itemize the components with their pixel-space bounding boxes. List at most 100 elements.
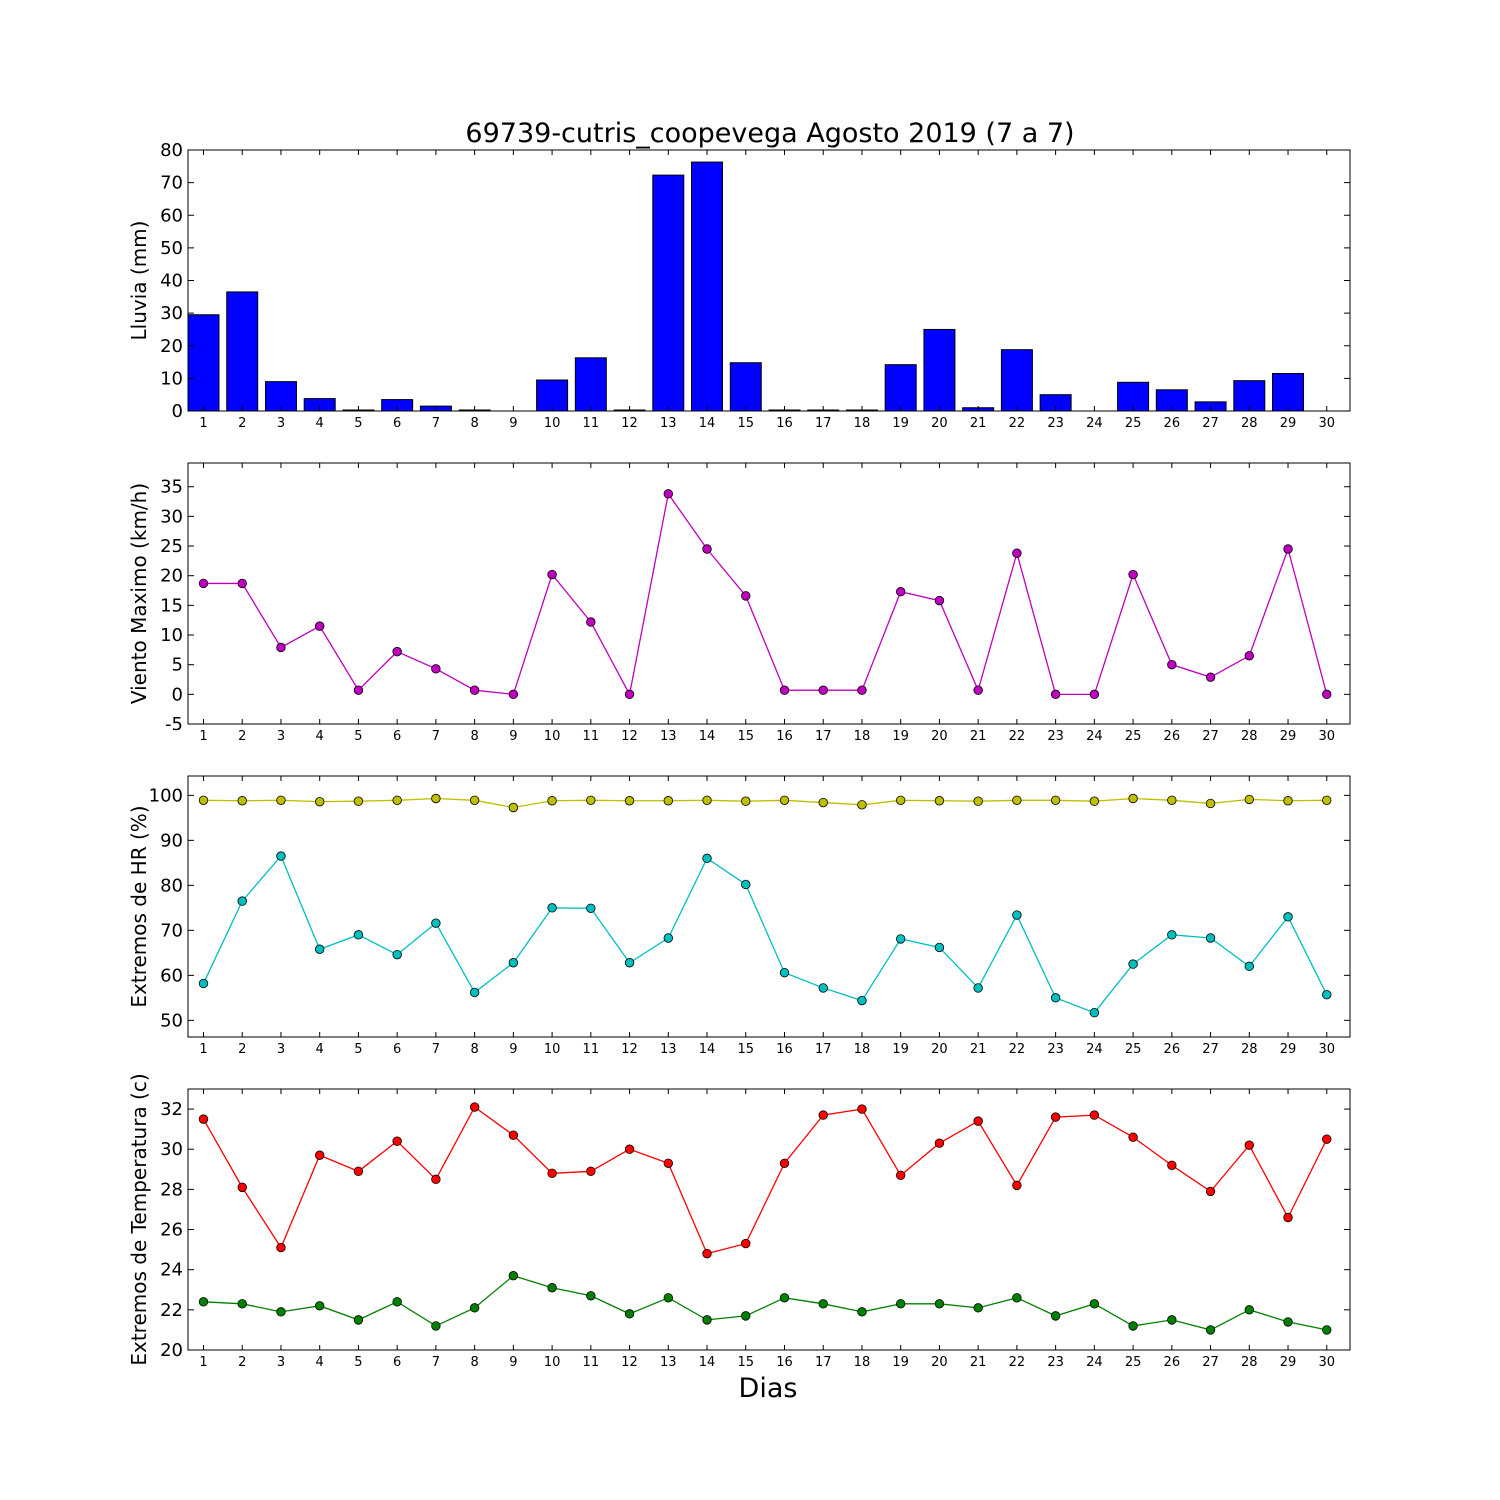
series-1-point-day-29: [1283, 1212, 1293, 1223]
x-tick-label: 1: [199, 1355, 207, 1370]
series-1-point-day-22: [1012, 548, 1022, 558]
series-1-point-day-15: [741, 1238, 751, 1249]
series-2-point-day-19: [895, 934, 906, 944]
series-1-point-day-16: [779, 685, 790, 695]
x-tick-label: 20: [931, 1042, 948, 1057]
x-tick-label: 29: [1280, 729, 1297, 744]
x-tick-label: 5: [354, 1355, 362, 1370]
series-1-point-day-26: [1167, 659, 1177, 670]
x-tick-label: 4: [316, 1042, 324, 1057]
series-1-point-day-12: [624, 689, 635, 700]
y-tick-label: 24: [160, 1260, 183, 1281]
series-2-point-day-8: [469, 987, 480, 998]
y-tick-label: 20: [160, 566, 183, 587]
bar-day-11: [574, 357, 607, 412]
x-tick-label: 3: [277, 1042, 285, 1057]
series-2-point-day-6: [392, 949, 402, 960]
x-tick-label: 1: [199, 416, 207, 431]
series-1-point-day-18: [857, 685, 867, 695]
series-2-point-day-21: [973, 983, 983, 993]
x-tick-label: 27: [1202, 416, 1219, 431]
y-tick-label: 0: [172, 401, 183, 422]
x-tick-label: 8: [470, 416, 478, 431]
x-tick-label: 19: [892, 1355, 909, 1370]
y-tick-label: 30: [160, 303, 183, 324]
series-1-point-day-18: [857, 1104, 867, 1114]
y-tick-label: 22: [160, 1300, 183, 1321]
x-tick-label: 6: [393, 1355, 401, 1370]
series-1-line: [203, 797, 1327, 809]
x-tick-label: 8: [470, 729, 478, 744]
x-tick-label: 11: [583, 1355, 600, 1370]
series-1-point-day-30: [1322, 1134, 1332, 1144]
x-tick-label: 23: [1047, 416, 1064, 431]
series-1-point-day-20: [934, 796, 945, 806]
series-2-point-day-22: [1012, 910, 1022, 920]
x-tick-label: 3: [277, 729, 285, 744]
y-tick-label: 20: [160, 1340, 183, 1361]
series-1-point-day-27: [1205, 798, 1216, 809]
series-1-point-day-14: [702, 1248, 712, 1259]
series-2-point-day-28: [1244, 1305, 1254, 1315]
series-1-point-day-12: [624, 1144, 635, 1154]
series-1-line: [203, 492, 1328, 697]
series-1-point-day-20: [934, 1138, 945, 1148]
series-2-point-day-12: [624, 1309, 635, 1319]
series-1-point-day-2: [237, 1182, 247, 1193]
series-1-point-day-14: [702, 795, 712, 806]
series-2-point-day-8: [469, 1303, 480, 1313]
x-tick-label: 14: [699, 416, 716, 431]
series-1-point-day-13: [663, 1158, 673, 1168]
x-tick-label: 24: [1086, 1042, 1103, 1057]
bar-day-25: [1117, 381, 1150, 412]
series-2-point-day-18: [857, 995, 867, 1006]
subplot-1: 1 2 3 4 5 6 7 8 9 10 11 12 13 14 15 16 17 18 19 20 21 22 23 24 2…: [127, 140, 1351, 431]
series-1-point-day-19: [895, 1170, 906, 1181]
y-tick-label: 60: [160, 965, 183, 986]
series-1-point-day-10: [547, 1168, 557, 1179]
y-axis-label: Lluvia (mm): [127, 221, 151, 341]
series-1-point-day-27: [1205, 1186, 1216, 1197]
x-tick-label: 12: [621, 416, 638, 431]
series-2-point-day-29: [1283, 1317, 1293, 1327]
series-1-point-day-8: [469, 1102, 480, 1112]
x-tick-label: 26: [1164, 1355, 1181, 1370]
x-tick-label: 14: [699, 1355, 716, 1370]
series-1-point-day-9: [508, 1130, 519, 1140]
x-tick-label: 26: [1164, 1042, 1181, 1057]
series-2-point-day-25: [1128, 1321, 1138, 1331]
x-tick-label: 10: [544, 1355, 561, 1370]
x-tick-label: 10: [544, 416, 561, 431]
x-tick-label: 28: [1241, 416, 1258, 431]
x-tick-label: 2: [238, 416, 246, 431]
series-1-point-day-17: [818, 685, 828, 695]
series-1-point-day-17: [818, 797, 828, 808]
y-tick-label: 10: [160, 368, 183, 389]
plot-frame: [187, 1088, 1351, 1351]
x-tick-label: 29: [1280, 1042, 1297, 1057]
x-tick-label: 15: [737, 729, 754, 744]
bar-day-22: [1000, 349, 1033, 412]
series-1-point-day-11: [586, 617, 596, 627]
series-1-point-day-27: [1205, 672, 1216, 682]
series-1-point-day-23: [1050, 1112, 1061, 1122]
x-tick-label: 30: [1318, 416, 1335, 431]
y-tick-label: 80: [160, 140, 183, 161]
series-2-point-day-13: [663, 1293, 673, 1303]
x-tick-label: 8: [470, 1042, 478, 1057]
series-1-point-day-1: [198, 578, 209, 589]
series-2-point-day-15: [741, 879, 751, 890]
series-2-point-day-16: [779, 967, 790, 978]
x-tick-label: 4: [316, 416, 324, 431]
x-tick-label: 12: [621, 1042, 638, 1057]
subplots: 1 2 3 4 5 6 7 8 9 10 11 12 13 14 15 16 17 18 19 20 21 22 23 24 2…: [127, 140, 1351, 1370]
x-tick-label: 10: [544, 729, 561, 744]
x-tick-label: 11: [583, 1042, 600, 1057]
series-1-point-day-8: [469, 795, 480, 806]
y-tick-label: 20: [160, 336, 183, 357]
x-tick-label: 19: [892, 1042, 909, 1057]
series-1-point-day-11: [586, 795, 596, 806]
bar-day-13: [652, 174, 685, 412]
x-tick-label: 18: [854, 1355, 871, 1370]
series-1-point-day-4: [314, 621, 325, 631]
